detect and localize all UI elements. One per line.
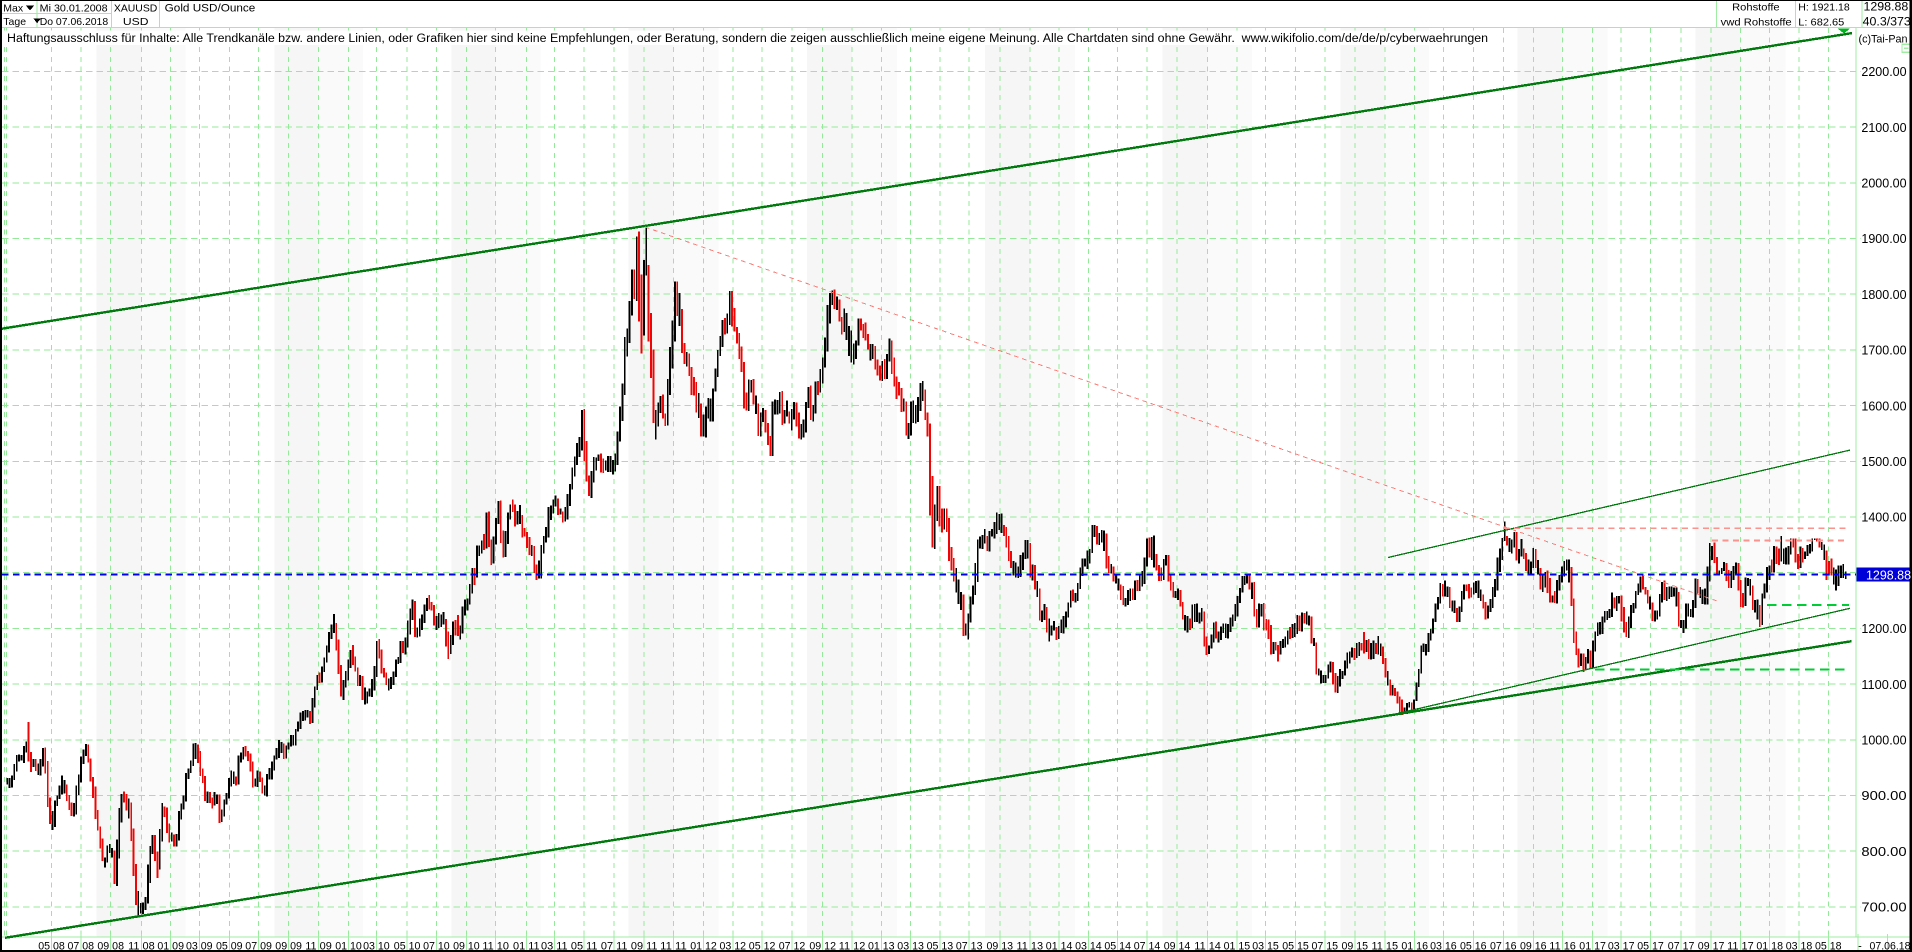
svg-text:09 08: 09 08 [97,940,124,952]
svg-text:900.00: 900.00 [1861,789,1906,803]
svg-text:1600.00: 1600.00 [1861,399,1906,413]
svg-text:01 15: 01 15 [1224,940,1251,952]
svg-text:L: 682.65: L: 682.65 [1798,16,1844,28]
svg-text:05 18: 05 18 [1815,940,1842,952]
svg-text:1900.00: 1900.00 [1861,232,1906,246]
svg-text:07 11: 07 11 [601,940,628,952]
svg-text:1100.00: 1100.00 [1861,678,1906,692]
svg-text:(c)Tai-Pan: (c)Tai-Pan [1859,34,1908,46]
svg-text:09 12: 09 12 [809,940,836,952]
svg-text:01 16: 01 16 [1401,940,1428,952]
svg-text:05 12: 05 12 [749,940,776,952]
svg-text:09 13: 09 13 [987,940,1014,952]
svg-text:700.00: 700.00 [1861,901,1906,915]
svg-text:07 13: 07 13 [956,940,983,952]
svg-text:1700.00: 1700.00 [1861,344,1906,358]
svg-text:03 10: 03 10 [363,940,390,952]
svg-text:11 13: 11 13 [1017,940,1044,952]
svg-text:H: 1921.18: H: 1921.18 [1798,2,1850,14]
svg-text:2200.00: 2200.00 [1861,65,1906,79]
svg-text:03 17: 03 17 [1608,940,1635,952]
svg-text:03 11: 03 11 [541,940,568,952]
svg-text:Do 07.06.2018: Do 07.06.2018 [40,16,109,28]
svg-text:11 17: 11 17 [1727,940,1754,952]
svg-text:07 10: 07 10 [423,940,450,952]
svg-text:40.3/373.06: 40.3/373.06 [1863,14,1912,28]
svg-text:01 14: 01 14 [1046,940,1073,952]
svg-text:09 09: 09 09 [275,940,302,952]
svg-text:07 09: 07 09 [245,940,272,952]
svg-text:Gold USD/Ounce: Gold USD/Ounce [165,2,256,14]
svg-text:2100.00: 2100.00 [1861,121,1906,135]
svg-text:1298.88: 1298.88 [1866,569,1911,583]
svg-text:07 14: 07 14 [1134,940,1161,952]
svg-text:05 17: 05 17 [1637,940,1664,952]
svg-text:11 09: 11 09 [305,940,332,952]
svg-text:Tage: Tage [3,16,26,28]
svg-text:1000.00: 1000.00 [1861,734,1906,748]
svg-text:1400.00: 1400.00 [1861,511,1906,525]
svg-text:01 09: 01 09 [157,940,184,952]
svg-text:07.06.18: 07.06.18 [1870,940,1911,952]
svg-text:05 16: 05 16 [1460,940,1487,952]
svg-text:01 17: 01 17 [1579,940,1606,952]
svg-text:11 08: 11 08 [128,940,155,952]
svg-text:USD: USD [123,16,149,28]
svg-text:XAUUSD: XAUUSD [114,2,158,14]
svg-text:09 15: 09 15 [1342,940,1369,952]
svg-text:05 09: 05 09 [216,940,243,952]
svg-text:09 14: 09 14 [1164,940,1191,952]
svg-text:03 13: 03 13 [897,940,924,952]
svg-text:11 11: 11 11 [660,940,687,952]
svg-text:11 10: 11 10 [482,940,509,952]
svg-text:11 14: 11 14 [1194,940,1221,952]
svg-text:09 11: 09 11 [631,940,658,952]
svg-text:01 12: 01 12 [690,940,717,952]
svg-text:01 10: 01 10 [335,940,362,952]
svg-text:03 14: 03 14 [1075,940,1102,952]
svg-text:05 10: 05 10 [394,940,421,952]
svg-text:09 10: 09 10 [453,940,480,952]
svg-text:07 08: 07 08 [68,940,95,952]
svg-text:01 13: 01 13 [868,940,895,952]
svg-text:11 16: 11 16 [1549,940,1576,952]
svg-text:07 16: 07 16 [1490,940,1517,952]
svg-text:1500.00: 1500.00 [1861,455,1906,469]
svg-text:01 11: 01 11 [513,940,540,952]
svg-text:05 08: 05 08 [38,940,65,952]
svg-text:Max: Max [3,2,24,14]
svg-text:01 18: 01 18 [1756,940,1783,952]
svg-text:09 16: 09 16 [1520,940,1547,952]
svg-text:03 15: 03 15 [1252,940,1279,952]
svg-text:03 18: 03 18 [1786,940,1813,952]
svg-text:Haftungsausschluss für Inhalte: Haftungsausschluss für Inhalte: Alle Tre… [7,33,1488,45]
svg-text:11 12: 11 12 [839,940,866,952]
svg-text:2000.00: 2000.00 [1861,177,1906,191]
svg-text:1200.00: 1200.00 [1861,622,1906,636]
svg-text:Mi 30.01.2008: Mi 30.01.2008 [40,2,108,14]
svg-text:1800.00: 1800.00 [1861,288,1906,302]
svg-text:-: - [1858,940,1862,952]
svg-text:Rohstoffe: Rohstoffe [1732,2,1780,14]
svg-text:07 17: 07 17 [1668,940,1695,952]
svg-text:07 12: 07 12 [779,940,806,952]
svg-text:1298.88: 1298.88 [1864,0,1909,14]
svg-text:11 15: 11 15 [1372,940,1399,952]
svg-text:05 14: 05 14 [1104,940,1131,952]
svg-text:05 13: 05 13 [927,940,954,952]
svg-text:03 09: 03 09 [186,940,213,952]
svg-text:05 15: 05 15 [1282,940,1309,952]
svg-text:800.00: 800.00 [1861,845,1906,859]
svg-text:03 16: 03 16 [1430,940,1457,952]
svg-text:05 11: 05 11 [571,940,598,952]
svg-text:07 15: 07 15 [1312,940,1339,952]
svg-text:09 17: 09 17 [1698,940,1725,952]
svg-text:vwd Rohstoffe: vwd Rohstoffe [1721,16,1792,28]
svg-text:03 12: 03 12 [720,940,747,952]
